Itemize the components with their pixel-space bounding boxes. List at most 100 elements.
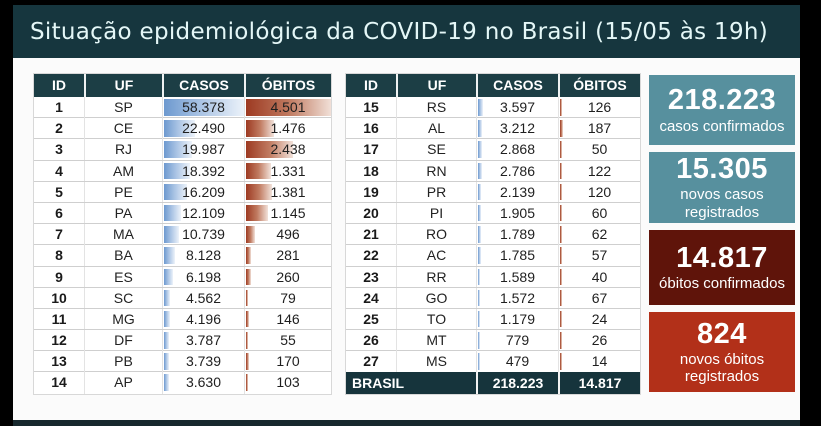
cell-id: 24 [363, 289, 379, 306]
obitos-data-bar [560, 141, 562, 158]
cell-obitos: 55 [244, 330, 331, 351]
column-header-uf: UF [396, 74, 476, 97]
cell-casos: 12.109 [162, 202, 244, 224]
table-row: 24 GO 1.572 67 [346, 287, 640, 309]
obitos-data-bar [560, 226, 562, 243]
table-row: 1 SP 58.378 4.501 [34, 97, 331, 119]
cell-id: 16 [363, 120, 379, 137]
cell-casos: 1.905 [476, 202, 558, 224]
cell-id: 13 [51, 353, 67, 370]
title-bar: Situação epidemiológica da COVID-19 no B… [13, 5, 800, 58]
obitos-data-bar [246, 247, 252, 264]
casos-data-bar [164, 247, 176, 264]
obitos-data-bar [560, 268, 562, 285]
obitos-data-bar [246, 310, 249, 328]
cell-id: 10 [51, 289, 67, 306]
summary-card-casos-confirmados: 218.223 casos confirmados [649, 75, 795, 145]
dashboard-panel: Situação epidemiológica da COVID-19 no B… [13, 5, 800, 426]
cell-uf: TO [396, 308, 476, 330]
cell-uf: PA [84, 202, 162, 224]
table-row: 18 RN 2.786 122 [346, 160, 640, 182]
column-header-id: ID [364, 77, 378, 93]
table-row: 2 CE 22.490 1.476 [34, 118, 331, 140]
obitos-data-bar [246, 268, 251, 285]
cell-obitos: 122 [558, 160, 640, 182]
cell-casos: 58.378 [162, 97, 244, 118]
cell-uf: RN [396, 160, 476, 182]
cell-uf: AC [396, 245, 476, 266]
casos-data-bar [164, 289, 171, 307]
cell-uf: RO [396, 224, 476, 245]
table-row: 4 AM 18.392 1.331 [34, 160, 331, 182]
casos-data-bar [164, 120, 196, 137]
cell-id: 17 [363, 141, 379, 158]
left-table: ID UF CASOS ÓBITOS 1 SP 58.378 4.501 2 CE 22.4… [33, 73, 332, 395]
obitos-data-bar [246, 162, 272, 180]
cell-obitos: 170 [244, 351, 331, 372]
card-value: 824 [697, 317, 747, 350]
cell-uf: PI [396, 202, 476, 224]
casos-data-bar [478, 332, 480, 349]
cell-id: 15 [363, 99, 379, 115]
cell-uf: MS [396, 351, 476, 373]
cell-uf: PR [396, 181, 476, 203]
brasil-total-row: BRASIL 218.223 14.817 [346, 372, 640, 395]
table-row: 5 PE 16.209 1.381 [34, 181, 331, 203]
cell-id: 8 [55, 247, 63, 264]
cell-id: 6 [55, 204, 63, 221]
cell-id: 21 [363, 226, 379, 243]
cell-id: 27 [363, 353, 379, 370]
table-row: 26 MT 779 26 [346, 330, 640, 352]
cell-casos: 22.490 [162, 118, 244, 139]
cell-uf: ES [84, 266, 162, 287]
obitos-data-bar [246, 141, 293, 158]
column-header-uf: UF [84, 74, 162, 97]
content-area: ID UF CASOS ÓBITOS 1 SP 58.378 4.501 2 CE 22.4… [13, 58, 800, 420]
casos-data-bar [478, 268, 481, 285]
cell-obitos: 26 [558, 330, 640, 351]
cell-obitos: 60 [558, 202, 640, 224]
cell-id: 9 [55, 268, 63, 285]
card-label: novos casos registrados [680, 186, 764, 221]
column-header-obitos: ÓBITOS [558, 74, 640, 97]
casos-data-bar [164, 353, 170, 370]
casos-data-bar [478, 204, 481, 222]
obitos-data-bar [246, 120, 275, 137]
cell-uf: GO [396, 287, 476, 309]
cell-id: 22 [363, 247, 379, 264]
obitos-data-bar [560, 353, 562, 370]
cell-obitos: 40 [558, 266, 640, 287]
cell-id: 18 [363, 162, 379, 179]
table-row: 23 RR 1.589 40 [346, 266, 640, 288]
cell-casos: 2.139 [476, 181, 558, 203]
cell-obitos: 496 [244, 224, 331, 245]
cell-casos: 479 [476, 351, 558, 373]
cell-casos: 779 [476, 330, 558, 351]
casos-data-bar [164, 310, 170, 328]
cell-id: 2 [55, 120, 63, 137]
casos-data-bar [478, 120, 483, 137]
obitos-data-bar [246, 183, 273, 201]
obitos-data-bar [560, 99, 563, 116]
cell-obitos: 57 [558, 245, 640, 266]
left-table-body: 1 SP 58.378 4.501 2 CE 22.490 1.476 3 RJ 19.987 2.4… [34, 97, 331, 394]
cell-id: 11 [51, 310, 67, 327]
table-row: 7 MA 10.739 496 [34, 224, 331, 246]
left-table-header: ID UF CASOS ÓBITOS [34, 74, 331, 97]
total-casos: 218.223 [476, 372, 558, 395]
cell-casos: 4.196 [162, 308, 244, 330]
cell-casos: 16.209 [162, 181, 244, 203]
cell-obitos: 146 [244, 308, 331, 330]
cell-obitos: 79 [244, 287, 331, 309]
table-row: 8 BA 8.128 281 [34, 245, 331, 267]
cell-uf: AM [84, 160, 162, 182]
cell-uf: SC [84, 287, 162, 309]
footer-bar [13, 420, 800, 426]
table-row: 14 AP 3.630 103 [34, 372, 331, 394]
cell-id: 5 [55, 183, 63, 200]
cell-casos: 2.868 [476, 139, 558, 160]
table-row: 20 PI 1.905 60 [346, 202, 640, 225]
cell-uf: RJ [84, 139, 162, 160]
cell-obitos: 1.381 [244, 181, 331, 203]
casos-data-bar [164, 141, 192, 158]
